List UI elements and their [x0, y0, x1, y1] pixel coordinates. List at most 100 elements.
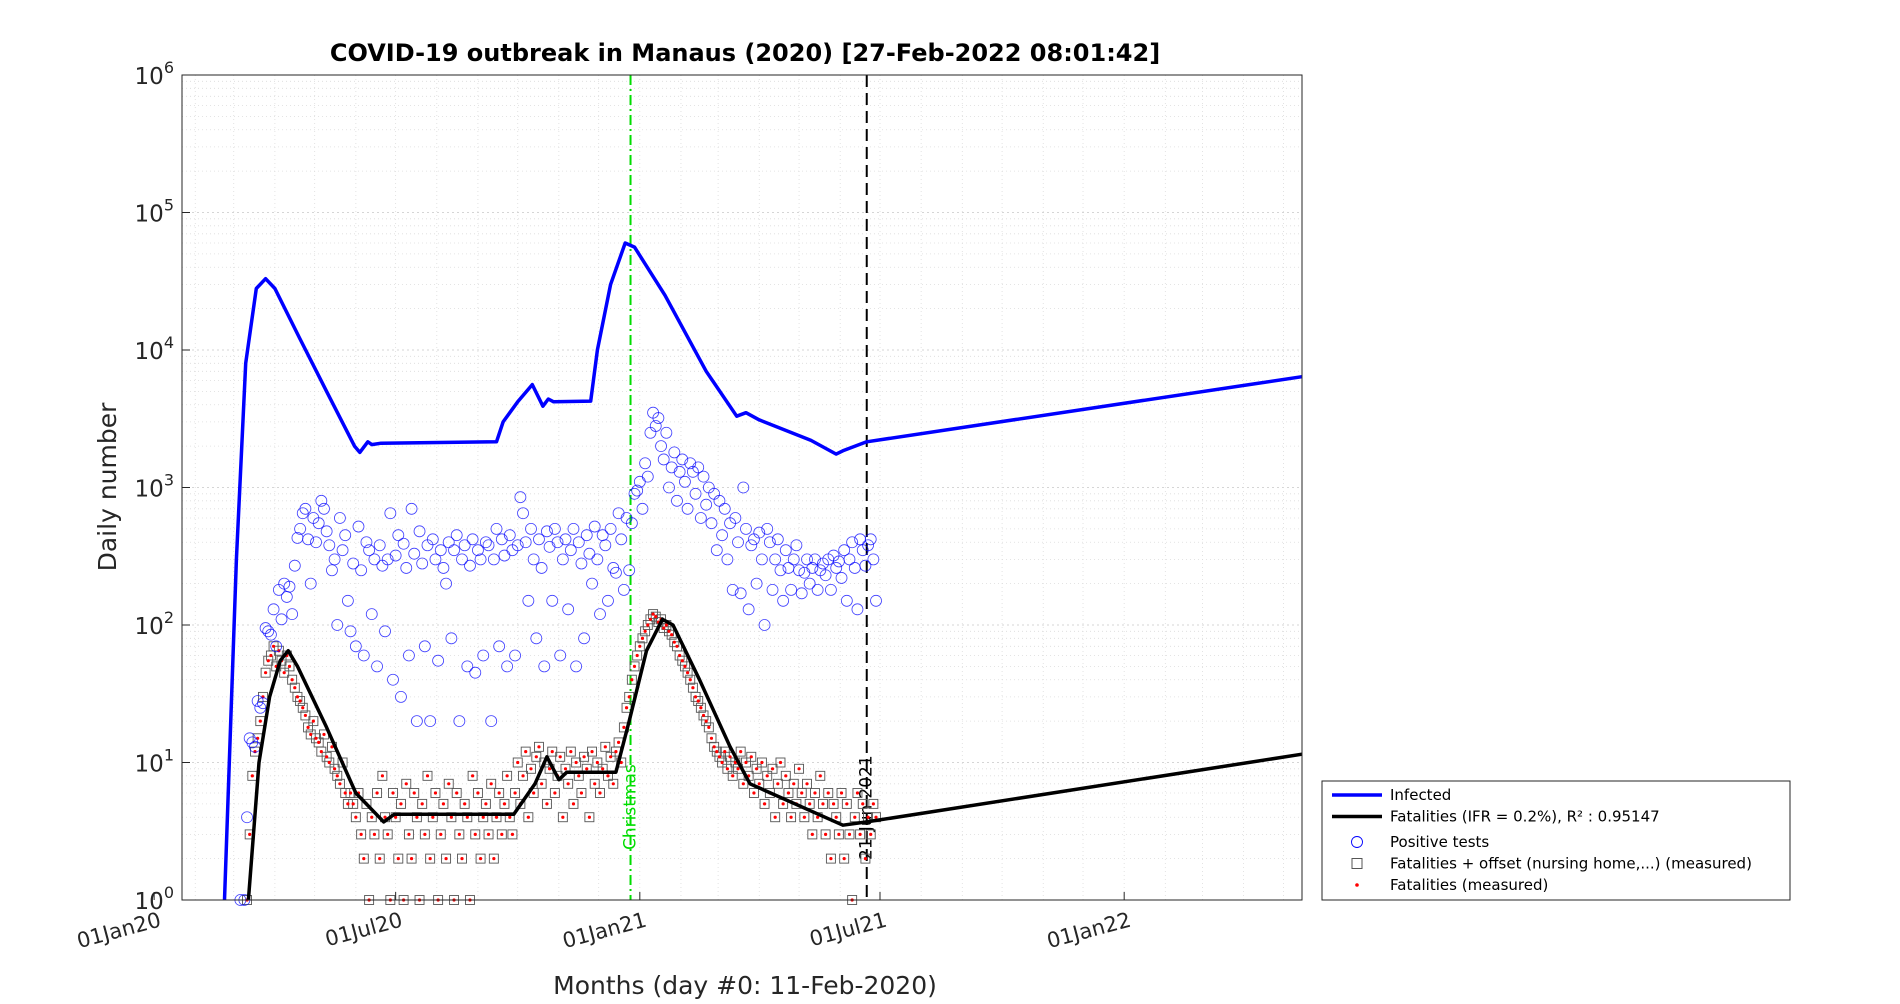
positive-test-marker: [840, 594, 853, 607]
positive-test-marker: [790, 539, 803, 552]
fatality-offset-marker: [645, 614, 656, 625]
fatality-dot: [534, 755, 538, 759]
fatality-dot: [553, 791, 557, 795]
fatality-dot: [601, 767, 605, 771]
fatality-dot: [502, 802, 507, 806]
fatality-dot: [640, 636, 645, 640]
fatality-dot: [327, 760, 331, 765]
fatality-dot: [664, 623, 668, 627]
positive-test-marker: [862, 539, 874, 552]
fatality-offset-marker: [820, 829, 831, 840]
positive-test-marker: [320, 525, 333, 538]
series-layer: [222, 241, 1303, 906]
fatality-dot: [654, 615, 658, 619]
positive-test-marker: [538, 660, 551, 673]
positive-test-marker: [365, 608, 378, 621]
positive-test-marker: [381, 553, 394, 566]
fatality-dot: [378, 857, 382, 861]
legend-label: Positive tests: [1390, 833, 1489, 851]
fatality-offset-marker: [361, 798, 372, 809]
fatality-offset-marker: [865, 829, 876, 840]
fatality-dot: [465, 815, 469, 819]
legend-label: Infected: [1390, 786, 1451, 804]
positive-test-marker: [737, 481, 750, 494]
fatality-offset-marker: [860, 853, 871, 864]
fatality-dot: [781, 802, 785, 806]
fatality-dot: [505, 774, 509, 778]
fatality-dot: [826, 791, 830, 795]
positive-test-marker: [466, 533, 479, 546]
positive-test-marker: [334, 512, 346, 524]
y-tick-label: 104: [135, 333, 174, 365]
positive-test-marker: [389, 549, 402, 562]
positive-test-marker: [692, 461, 705, 474]
fatality-dot: [444, 857, 448, 861]
fatality-dot: [577, 774, 581, 778]
fatality-dot: [306, 725, 310, 730]
positive-test-marker: [655, 440, 667, 453]
positive-test-marker: [594, 608, 606, 621]
positive-test-marker: [779, 544, 792, 557]
positive-test-marker: [541, 525, 553, 538]
fatality-dot: [696, 699, 700, 703]
positive-test-marker: [649, 420, 662, 432]
fatality-offset-marker: [459, 798, 470, 809]
fatality-dot: [784, 774, 788, 778]
fatality-dot: [770, 767, 775, 771]
fatality-dot: [460, 857, 464, 861]
positive-test-marker: [548, 522, 561, 535]
positive-test-marker: [803, 577, 816, 590]
fatality-offset-marker: [393, 853, 404, 864]
fatality-offset-marker: [629, 661, 640, 672]
fatality-dot: [497, 791, 501, 795]
fatality-dot: [380, 774, 384, 778]
positive-test-marker: [265, 628, 277, 641]
fatality-dot: [818, 774, 822, 778]
fatality-offset-marker: [438, 798, 449, 809]
fatality-dot: [847, 832, 852, 836]
fatality-dot: [412, 791, 416, 795]
fatality-dot: [693, 695, 698, 699]
positive-test-marker: [793, 564, 805, 577]
fatality-dot: [800, 791, 804, 795]
positive-test-marker: [734, 587, 747, 600]
fatality-dot: [685, 671, 690, 675]
fatality-dot: [670, 633, 674, 637]
fatality-dot: [425, 774, 430, 778]
positive-test-marker: [652, 412, 665, 424]
fatality-offset-marker: [855, 829, 866, 840]
fatality-dot: [508, 815, 512, 819]
fatality-offset-marker: [557, 812, 568, 823]
fatality-dot: [571, 802, 576, 806]
y-axis-label: Daily number: [93, 402, 122, 571]
positive-test-marker: [339, 529, 352, 542]
positive-test-marker: [384, 507, 397, 520]
fatality-offset-marker: [642, 620, 653, 630]
positive-test-marker: [336, 544, 349, 557]
positive-test-marker: [461, 660, 474, 673]
fatality-dot: [762, 802, 767, 806]
fatality-offset-marker: [382, 829, 393, 840]
positive-test-marker: [251, 695, 264, 707]
fatality-dot: [457, 832, 461, 836]
positive-test-marker: [490, 522, 503, 535]
fatality-offset-marker: [711, 746, 722, 757]
fatality-offset-marker: [565, 746, 576, 757]
fatality-offset-marker: [520, 746, 531, 757]
fatality-offset-marker: [592, 757, 603, 768]
fatality-dot: [455, 791, 459, 795]
positive-test-marker: [570, 660, 583, 673]
fatality-dot: [404, 782, 408, 786]
fatality-dot: [282, 671, 286, 675]
positive-test-marker: [864, 533, 877, 546]
fatality-dot: [338, 782, 342, 786]
fatality-offset-marker: [693, 696, 704, 706]
positive-test-marker: [668, 446, 681, 459]
fatality-dot: [271, 644, 276, 648]
fatality-dot: [824, 832, 828, 836]
positive-test-marker: [413, 525, 426, 538]
positive-test-marker: [437, 562, 450, 574]
fatality-offset-marker: [852, 788, 863, 798]
fatality-offset-marker: [549, 788, 560, 798]
fatality-offset-marker: [494, 788, 505, 798]
